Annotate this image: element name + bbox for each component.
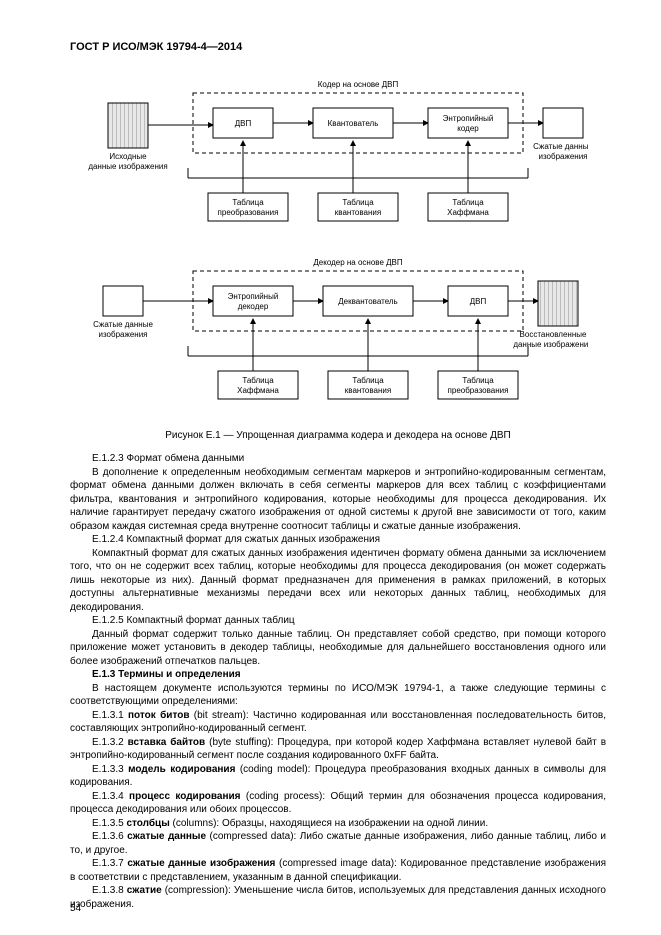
term-134: Е.1.3.4 процесс кодирования (coding proc… [70,790,606,817]
svg-text:преобразования: преобразования [218,208,279,217]
p-e125-h: Е.1.2.5 Компактный формат данных таблиц [70,614,606,628]
d2-frame-label: Декодер на основе ДВП [313,258,403,267]
term-132: Е.1.3.2 вставка байтов (byte stuffing): … [70,736,606,763]
term-137: Е.1.3.7 сжатые данные изображения (compr… [70,857,606,884]
svg-text:преобразования: преобразования [448,386,509,395]
svg-text:Таблица: Таблица [462,376,494,385]
term-138: Е.1.3.8 сжатие (compression): Уменьшение… [70,884,606,911]
d1-b1: ДВП [235,119,252,128]
doc-header: ГОСТ Р ИСО/МЭК 19794-4—2014 [70,40,606,55]
d1-left-l1: Исходные [109,152,147,161]
svg-text:Хаффмана: Хаффмана [237,386,279,395]
d1-b2: Квантователь [328,119,379,128]
term-133: Е.1.3.3 модель кодирования (coding model… [70,763,606,790]
page-number: 54 [70,902,81,916]
term-135: Е.1.3.5 столбцы (columns): Образцы, нахо… [70,817,606,831]
diagram-encoder: Кодер на основе ДВП Исходные данные изоб… [88,73,588,243]
svg-text:Таблица: Таблица [242,376,274,385]
svg-text:декодер: декодер [238,302,269,311]
p-e123-h: Е.1.2.3 Формат обмена данными [70,452,606,466]
diagram-decoder: Декодер на основе ДВП Сжатые данные изоб… [88,251,588,421]
d1-left-l2: данные изображения [88,162,167,171]
svg-text:Деквантователь: Деквантователь [338,297,397,306]
svg-text:квантования: квантования [335,208,381,217]
p-e124: Компактный формат для сжатых данных изоб… [70,547,606,615]
svg-text:Таблица: Таблица [452,198,484,207]
p-e124-h: Е.1.2.4 Компактный формат для сжатых дан… [70,533,606,547]
term-136: Е.1.3.6 сжатые данные (compressed data):… [70,830,606,857]
svg-text:Сжатые данные: Сжатые данные [533,142,588,151]
svg-text:Восстановленные: Восстановленные [520,330,587,339]
figure-caption: Рисунок Е.1 — Упрощенная диаграмма кодер… [70,429,606,443]
svg-text:ДВП: ДВП [470,297,487,306]
svg-text:кодер: кодер [457,124,479,133]
p-e125: Данный формат содержит только данные таб… [70,628,606,669]
svg-text:Сжатые данные: Сжатые данные [93,320,153,329]
term-131: Е.1.3.1 поток битов (bit stream): Частич… [70,709,606,736]
p-e123: В дополнение к определенным необходимым … [70,466,606,534]
d1-frame-label: Кодер на основе ДВП [318,80,399,89]
svg-text:изображения: изображения [539,152,588,161]
svg-text:Таблица: Таблица [352,376,384,385]
svg-text:Хаффмана: Хаффмана [447,208,489,217]
svg-text:Энтропийный: Энтропийный [443,114,494,123]
svg-text:квантования: квантования [345,386,391,395]
svg-text:Таблица: Таблица [342,198,374,207]
p-e13: В настоящем документе используются терми… [70,682,606,709]
svg-text:Энтропийный: Энтропийный [228,292,279,301]
svg-text:изображения: изображения [99,330,148,339]
svg-text:Таблица: Таблица [232,198,264,207]
p-e13-h: Е.1.3 Термины и определения [70,668,606,682]
svg-text:данные изображения: данные изображения [513,340,588,349]
